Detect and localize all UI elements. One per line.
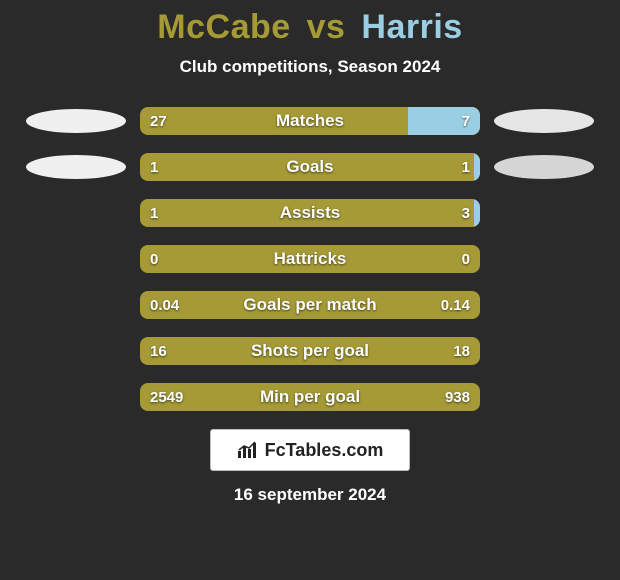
stat-value-right: 1	[462, 153, 470, 181]
stat-label: Goals	[140, 153, 480, 181]
team-badge-right	[494, 155, 594, 179]
page-title: McCabe vs Harris	[0, 8, 620, 47]
stat-bar-right-fill	[474, 153, 480, 181]
stat-row: 277Matches	[0, 107, 620, 135]
team-badge-right	[494, 109, 594, 133]
stat-bar: 16 18Shots per goal	[140, 337, 480, 365]
stat-value-left: 1	[150, 199, 158, 227]
stat-value-left: 2549	[150, 383, 183, 411]
stat-value-right: 0.14	[441, 291, 470, 319]
title-player2: Harris	[361, 8, 462, 46]
stat-value-right: 0	[462, 245, 470, 273]
stat-label: Hattricks	[140, 245, 480, 273]
source-logo[interactable]: FcTables.com	[210, 429, 410, 471]
source-logo-text: FcTables.com	[265, 440, 384, 461]
stat-bar-right-fill	[408, 107, 480, 135]
stat-row: 0 0Hattricks	[0, 245, 620, 273]
stat-label: Min per goal	[140, 383, 480, 411]
stat-row: 1 1Goals	[0, 153, 620, 181]
stat-label: Goals per match	[140, 291, 480, 319]
stat-value-right: 18	[453, 337, 470, 365]
title-vs: vs	[307, 8, 346, 46]
stat-value-left: 16	[150, 337, 167, 365]
stat-value-right: 3	[462, 199, 470, 227]
stat-bar: 1 1Goals	[140, 153, 480, 181]
stat-bar: 0.04 0.14Goals per match	[140, 291, 480, 319]
stat-row: 16 18Shots per goal	[0, 337, 620, 365]
stat-bar: 0 0Hattricks	[140, 245, 480, 273]
stat-value-left: 0	[150, 245, 158, 273]
stat-value-right: 938	[445, 383, 470, 411]
team-badge-left	[26, 109, 126, 133]
chart-icon	[237, 441, 259, 459]
stat-row: 0.04 0.14Goals per match	[0, 291, 620, 319]
comparison-card: McCabe vs Harris Club competitions, Seas…	[0, 0, 620, 580]
stat-value-left: 1	[150, 153, 158, 181]
date: 16 september 2024	[0, 485, 620, 505]
stat-bar-right-fill	[474, 199, 480, 227]
stat-bar: 2549 938Min per goal	[140, 383, 480, 411]
stat-bar: 277Matches	[140, 107, 480, 135]
stats-rows: 277Matches11Goals13Assists00Hattricks0.0…	[0, 107, 620, 411]
stat-row: 1 3Assists	[0, 199, 620, 227]
stat-row: 2549 938Min per goal	[0, 383, 620, 411]
stat-label: Shots per goal	[140, 337, 480, 365]
team-badge-left	[26, 155, 126, 179]
subtitle: Club competitions, Season 2024	[0, 57, 620, 77]
stat-label: Assists	[140, 199, 480, 227]
title-player1: McCabe	[157, 8, 290, 46]
stat-bar: 1 3Assists	[140, 199, 480, 227]
stat-value-left: 27	[150, 107, 167, 135]
stat-value-left: 0.04	[150, 291, 179, 319]
